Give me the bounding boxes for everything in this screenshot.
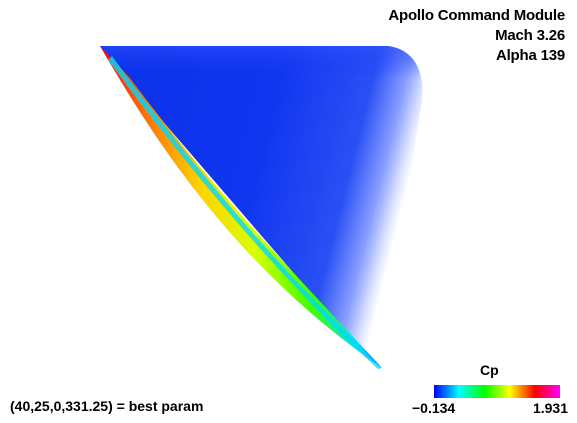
colorbar-legend: Cp −0.134 1.931	[410, 362, 570, 422]
best-param-label: (40,25,0,331.25) = best param	[10, 398, 204, 414]
plot-title-block: Apollo Command Module Mach 3.26 Alpha 13…	[388, 6, 565, 66]
title-line-mach: Mach 3.26	[495, 27, 565, 44]
title-line-model: Apollo Command Module	[388, 7, 565, 24]
colorbar-title: Cp	[480, 362, 499, 378]
colorbar-max-label: 1.931	[532, 400, 568, 416]
colorbar-gradient	[434, 385, 560, 398]
capsule-top-edge	[100, 46, 421, 78]
colorbar-min-label: −0.134	[412, 400, 456, 416]
capsule-body	[100, 46, 423, 368]
title-line-alpha: Alpha 139	[495, 47, 565, 64]
